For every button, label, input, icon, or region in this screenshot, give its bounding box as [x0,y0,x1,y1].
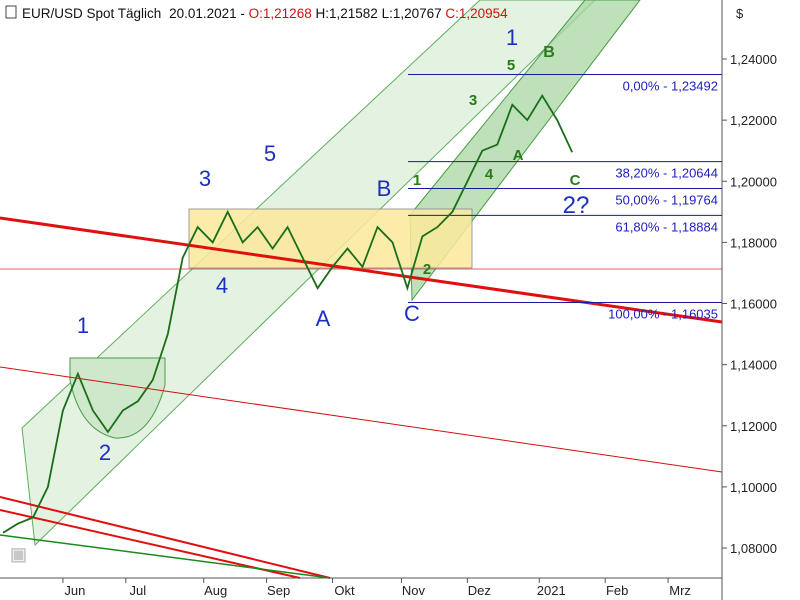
y-tick-label: 1,16000 [730,297,777,312]
y-tick-label: 1,08000 [730,541,777,556]
wave-label: 2? [563,192,590,219]
plot-area [0,0,722,578]
cup-shape [69,357,166,439]
header-close: C:1,20954 [445,6,508,21]
wave-label: A [513,147,524,164]
wave-label: 4 [485,166,494,183]
wave-label: 3 [469,92,477,109]
wave-label: 5 [264,141,276,166]
x-tick-label: Mrz [669,583,691,598]
x-tick-label: Sep [267,583,290,598]
fib-label: 50,00% - 1,19764 [615,192,718,207]
x-tick-label: Jul [130,583,147,598]
wave-label: A [316,306,331,331]
wave-label: C [570,172,581,189]
x-tick-label: Aug [204,583,227,598]
wave-label: 5 [507,57,515,74]
y-tick-label: 1,22000 [730,113,777,128]
wave-label: 1 [506,25,518,50]
y-axis-unit: $ [736,6,744,21]
y-tick-label: 1,20000 [730,174,777,189]
fib-label: 61,80% - 1,18884 [615,219,718,234]
y-tick-label: 1,12000 [730,419,777,434]
wave-label: 1 [413,172,421,189]
header-high: H:1,21582 [315,6,377,21]
wave-label: B [377,176,392,201]
wave-label: 4 [216,273,228,298]
trend-line [0,366,723,473]
fib-label: 100,00% - 1,16035 [608,306,718,321]
y-tick-label: 1,24000 [730,52,777,67]
wave-label: 1 [77,313,89,338]
y-tick-label: 1,14000 [730,358,777,373]
trend-line [0,216,723,324]
wave-label: C [404,301,420,326]
wave-label: B [543,44,555,61]
x-tick-label: Nov [402,583,426,598]
y-tick-label: 1,18000 [730,235,777,250]
fib-label: 0,00% - 1,23492 [623,79,718,94]
header-low: L:1,20767 [382,6,442,21]
header-date: 20.01.2021 - [169,6,245,21]
fib-label: 38,20% - 1,20644 [615,166,718,181]
trend-line [0,534,331,579]
symbol-icon [5,5,17,19]
price-line [2,93,574,534]
y-tick-label: 1,10000 [730,480,777,495]
x-tick-label: Okt [334,583,355,598]
trend-line [0,509,301,579]
range-box [188,208,473,269]
watermark: ▣ [10,544,27,564]
x-tick-label: 2021 [537,583,566,598]
header: EUR/USD Spot Täglich 20.01.2021 - O:1,21… [22,6,508,21]
trend-line [0,496,331,579]
x-tick-label: Feb [606,583,628,598]
header-symbol: EUR/USD Spot Täglich [22,6,161,21]
wave-label: 2 [423,261,431,278]
x-tick-label: Jun [64,583,85,598]
x-tick-label: Dez [468,583,491,598]
wave-label: 2 [99,440,111,465]
wave-label: 3 [199,166,211,191]
header-open: O:1,21268 [249,6,312,21]
trend-channel [21,0,596,547]
